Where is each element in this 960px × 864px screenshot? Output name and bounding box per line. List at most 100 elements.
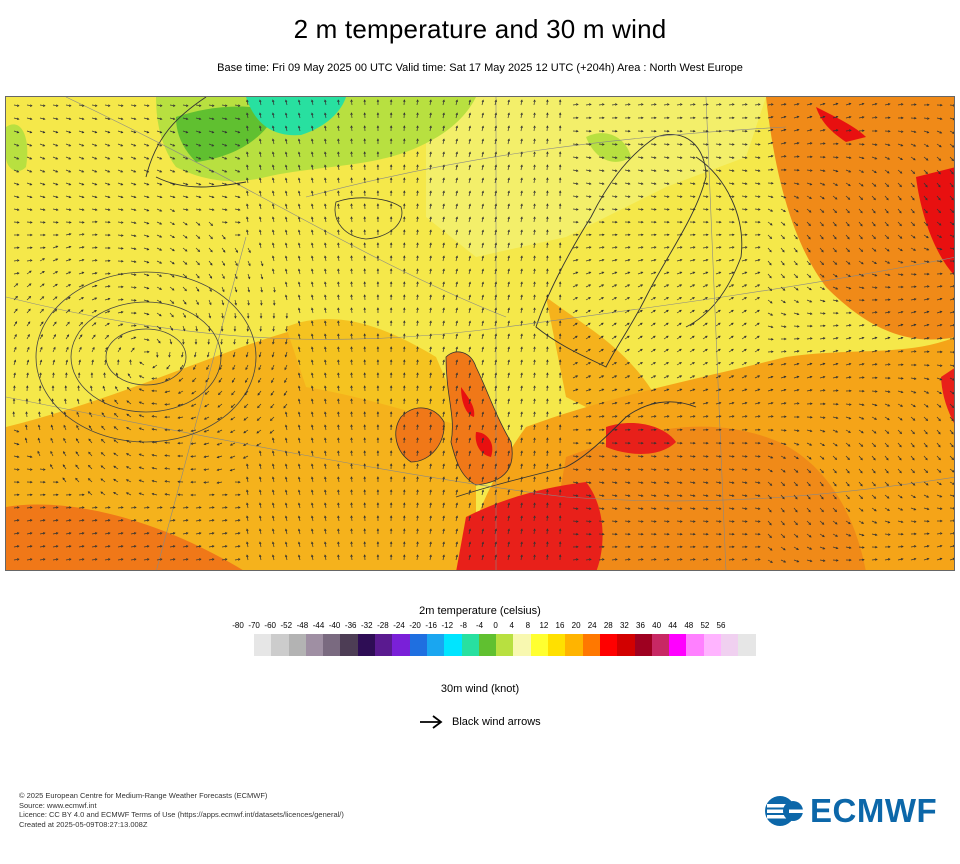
wind-arrow-head	[481, 489, 485, 493]
wind-arrow	[51, 425, 54, 431]
wind-arrow-head	[260, 289, 263, 293]
wind-arrow	[416, 489, 419, 496]
wind-arrow-head	[860, 236, 863, 240]
wind-arrow-head	[350, 515, 353, 519]
wind-arrow-head	[731, 401, 735, 405]
wind-arrow-head	[861, 403, 865, 407]
wind-arrow-head	[679, 415, 683, 418]
wind-arrow	[52, 398, 54, 405]
wind-arrow-head	[601, 156, 605, 159]
wind-arrow-head	[770, 363, 774, 366]
wind-arrow	[455, 269, 458, 275]
wind-arrow-head	[166, 366, 169, 370]
wind-arrow-head	[822, 102, 826, 106]
wind-arrow-head	[952, 247, 954, 251]
wind-arrow	[337, 425, 340, 431]
wind-arrow	[949, 468, 954, 473]
wind-arrow-head	[627, 182, 631, 185]
wind-arrow	[793, 129, 799, 132]
wind-arrow-head	[297, 138, 301, 142]
wind-arrow-head	[159, 222, 163, 225]
wind-arrow-head	[429, 125, 432, 129]
wind-arrow-head	[310, 424, 314, 428]
wind-arrow	[663, 297, 669, 301]
wind-arrow-head	[887, 143, 891, 147]
wind-arrow	[272, 191, 275, 197]
wind-arrow-head	[337, 437, 340, 441]
wind-arrow	[923, 311, 929, 314]
wind-arrow	[728, 284, 734, 288]
wind-arrow-head	[900, 390, 904, 394]
wind-arrow-head	[403, 125, 406, 128]
wind-arrow-head	[848, 349, 852, 353]
wind-arrow-head	[507, 294, 510, 298]
wind-arrow	[169, 117, 175, 120]
wind-arrow	[101, 425, 106, 431]
wind-arrow-head	[653, 481, 657, 484]
wind-arrow	[324, 451, 327, 457]
wind-arrow-head	[211, 117, 215, 121]
wind-arrow	[337, 282, 340, 288]
wind-arrow	[13, 208, 19, 211]
wind-arrow-head	[350, 125, 353, 129]
wind-arrow	[741, 169, 747, 172]
wind-arrow-head	[640, 335, 643, 339]
wind-arrow	[208, 182, 214, 186]
wind-arrow-head	[641, 220, 644, 224]
wind-arrow	[520, 165, 523, 171]
wind-arrow	[337, 490, 340, 496]
wind-arrow-head	[132, 347, 135, 351]
wind-arrow-head	[744, 169, 748, 172]
wind-arrow-head	[63, 411, 67, 415]
wind-arrow-head	[520, 437, 523, 441]
wind-arrow-head	[744, 103, 748, 106]
wind-arrow	[104, 298, 110, 301]
temperature-wind-map[interactable]	[5, 96, 955, 571]
wind-arrow-head	[184, 288, 187, 292]
wind-arrow-head	[615, 220, 618, 224]
wind-arrow	[546, 164, 548, 171]
wind-arrow-head	[455, 398, 459, 402]
wind-arrow-head	[337, 359, 340, 363]
wind-arrow	[533, 165, 536, 171]
wind-arrow	[572, 322, 578, 327]
wind-arrow-head	[823, 155, 826, 159]
wind-arrow	[949, 195, 954, 201]
wind-arrow	[910, 377, 916, 380]
wind-arrow	[663, 415, 669, 418]
wind-arrow	[624, 259, 630, 262]
wind-arrow	[285, 217, 288, 223]
wind-arrow	[793, 286, 799, 291]
wind-arrow-head	[731, 246, 735, 249]
wind-arrow-head	[718, 362, 721, 365]
wind-arrow	[143, 338, 149, 341]
wind-arrow	[663, 284, 669, 288]
wind-arrow-head	[588, 468, 592, 471]
wind-arrow-head	[29, 519, 33, 522]
wind-arrow-head	[938, 158, 942, 161]
wind-arrow-head	[229, 468, 233, 472]
wind-arrow-head	[782, 236, 785, 240]
wind-arrow-head	[589, 129, 592, 133]
wind-arrow-head	[886, 210, 889, 214]
wind-arrow-head	[455, 112, 459, 116]
wind-arrow-head	[171, 288, 175, 291]
wind-arrow	[117, 532, 123, 535]
wind-arrow-head	[836, 402, 839, 406]
wind-arrow-head	[680, 233, 683, 237]
wind-arrow	[13, 507, 20, 509]
wind-arrow	[676, 143, 683, 145]
wind-arrow-head	[926, 495, 930, 498]
wind-arrow-head	[533, 255, 536, 259]
wind-arrow-head	[533, 450, 536, 454]
wind-arrow	[78, 143, 84, 147]
wind-arrow-head	[159, 532, 163, 535]
wind-arrow	[283, 403, 288, 409]
wind-arrow	[793, 116, 799, 119]
wind-arrow-head	[429, 99, 432, 103]
wind-arrow-head	[81, 208, 85, 211]
wind-arrow	[39, 208, 45, 211]
wind-arrow-head	[442, 320, 445, 324]
wind-arrow-head	[770, 141, 774, 145]
wind-arrow	[650, 169, 656, 172]
